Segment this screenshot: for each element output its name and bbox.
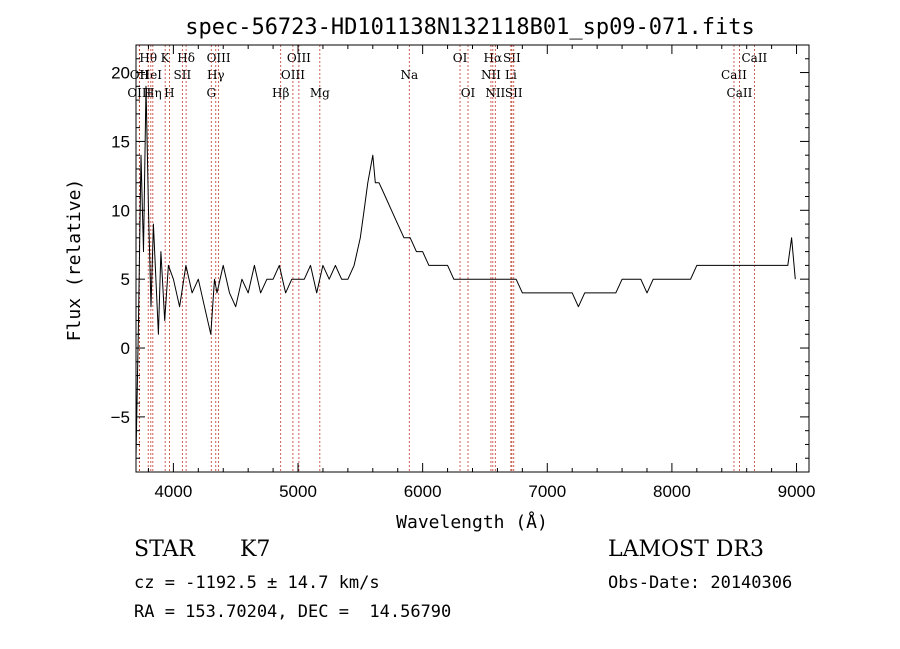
x-tick-label-4: 8000	[653, 482, 691, 501]
y-tick-label-0: −5	[111, 408, 130, 427]
line-mark-label-12: OIII	[287, 51, 311, 65]
line-mark-label-19: Hα	[484, 51, 503, 65]
line-mark-label-9: OIII	[207, 51, 231, 65]
chart-title: spec-56723-HD101138N132118B01_sp09-071.f…	[185, 15, 755, 40]
x-tick-label-1: 5000	[279, 482, 317, 501]
line-mark-label-21: NII	[485, 86, 505, 100]
line-mark-label-10: Hγ	[207, 68, 225, 82]
x-tick-label-2: 6000	[404, 482, 442, 501]
line-mark-label-13: OIII	[281, 68, 305, 82]
line-mark-label-15: Mg	[310, 86, 330, 100]
coordinates: RA = 153.70204, DEC = 14.56790	[134, 602, 452, 622]
line-mark-label-24: SII	[505, 86, 523, 100]
series-layer	[135, 85, 796, 459]
line-mark-label-0: Hθ	[139, 51, 157, 65]
redshift-text: cz = -1192.5 ± 14.7 km/s	[134, 573, 380, 593]
line-mark-label-6: SII	[174, 68, 192, 82]
line-mark-label-7: H	[164, 86, 174, 100]
x-axis-label: Wavelength (Å)	[396, 511, 548, 533]
line-mark-label-22: SII	[503, 51, 521, 65]
y-tick-label-2: 5	[121, 270, 130, 289]
plot-frame	[135, 44, 810, 473]
x-tick-label-0: 4000	[154, 482, 192, 501]
line-mark-label-14: Hβ	[272, 86, 289, 100]
series-line-0	[135, 85, 796, 459]
line-mark-label-4: Hη	[144, 86, 162, 100]
axis-ticks: 4000 5000 6000 7000 8000 9000 −5 0 5 10 15 20	[111, 45, 816, 501]
y-tick-label-1: 0	[121, 339, 130, 358]
line-mark-label-27: CaII	[727, 86, 753, 100]
object-subclass: K7	[240, 537, 271, 562]
line-mark-label-17: OI	[453, 51, 468, 65]
object-class: STAR	[134, 537, 195, 562]
line-mark-label-16: Na	[400, 68, 418, 82]
line-mark-label-25: CaII	[741, 51, 767, 65]
x-tick-label-5: 9000	[778, 482, 816, 501]
x-tick-label-3: 7000	[528, 482, 566, 501]
y-tick-label-4: 15	[111, 132, 130, 151]
line-mark-label-8: Hδ	[177, 51, 195, 65]
line-mark-label-11: G	[206, 86, 216, 100]
line-mark-label-18: OI	[461, 86, 476, 100]
y-axis-label: Flux (relative)	[64, 179, 85, 342]
line-mark-label-23: Li	[505, 68, 517, 82]
obs-date: Obs-Date: 20140306	[608, 573, 793, 593]
y-tick-label-3: 10	[111, 201, 130, 220]
line-mark-label-20: NII	[481, 68, 501, 82]
survey-name: LAMOST DR3	[608, 537, 764, 562]
y-tick-label-5: 20	[111, 64, 130, 83]
line-mark-label-26: CaII	[721, 68, 747, 82]
line-mark-label-5: K	[161, 51, 171, 65]
line-mark-label-2: HeI	[140, 68, 163, 82]
